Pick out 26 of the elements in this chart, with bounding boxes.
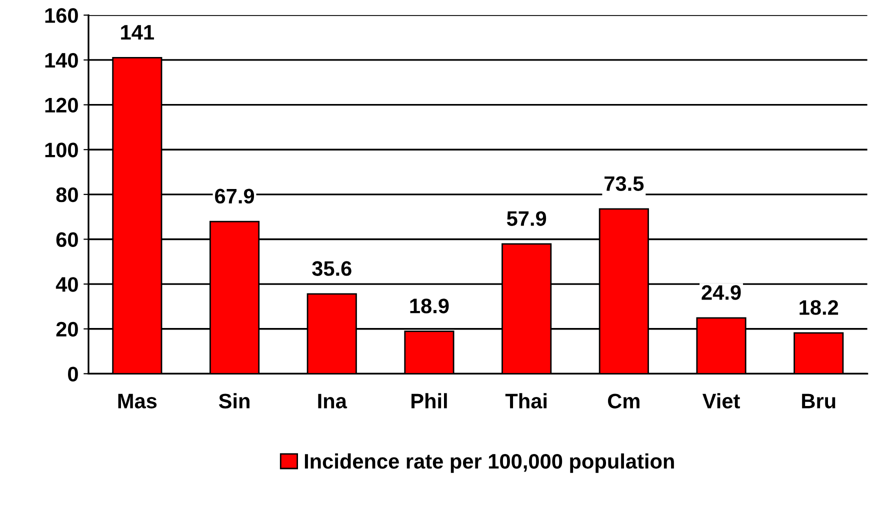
data-label: 18.2 <box>800 300 838 315</box>
data-label: 57.9 <box>506 211 546 226</box>
y-tick-label: 120 <box>45 98 78 113</box>
x-tick-label: Bru <box>802 394 836 408</box>
x-tick-label: Sin <box>218 393 250 408</box>
y-tick-label: 160 <box>45 8 78 23</box>
x-tick-label: Thai <box>505 393 547 408</box>
y-tick-label: 40 <box>56 277 78 292</box>
x-tick-label: Cm <box>608 394 640 408</box>
y-tick-label: 100 <box>45 142 78 158</box>
legend-label: Incidence rate per 100,000 population <box>304 453 674 473</box>
y-tick-label: 140 <box>45 52 78 68</box>
x-tick-label: Ina <box>318 394 348 408</box>
x-tick-label: Phil <box>412 393 447 408</box>
y-tick-label: 80 <box>56 187 78 202</box>
y-tick-label: 20 <box>56 322 78 337</box>
y-tick-label: 0 <box>68 366 78 382</box>
data-label: 73.5 <box>604 176 644 192</box>
data-label: 141 <box>121 25 154 40</box>
data-label: 67.9 <box>215 188 254 204</box>
x-tick-label: Viet <box>702 393 740 408</box>
data-label: 35.6 <box>312 261 352 276</box>
data-label: 18.9 <box>410 298 449 314</box>
y-tick-label: 60 <box>56 232 78 247</box>
x-tick-label: Mas <box>118 394 157 408</box>
data-label: 24.9 <box>702 285 741 300</box>
